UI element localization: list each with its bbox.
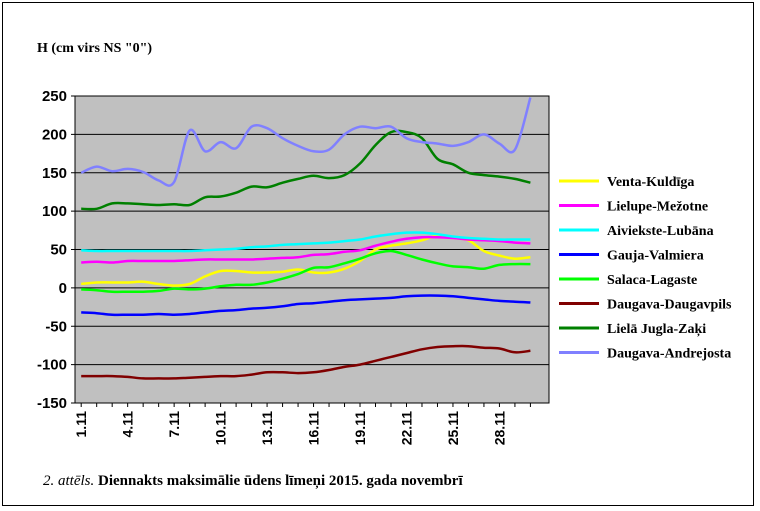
series-line bbox=[81, 294, 531, 317]
x-tick-label: 19.11 bbox=[352, 411, 368, 445]
series-line bbox=[81, 231, 531, 253]
x-tick-label: 22.11 bbox=[398, 411, 414, 445]
x-tick-label: 7.11 bbox=[166, 411, 182, 438]
x-tick-label: 10.11 bbox=[213, 411, 229, 445]
y-tick-label: 50 bbox=[50, 242, 67, 259]
y-tick-label: 150 bbox=[42, 165, 67, 182]
x-tick-label: 1.11 bbox=[73, 411, 89, 438]
series-line bbox=[80, 97, 532, 187]
figure-caption: 2. attēls. Diennakts maksimālie ūdens lī… bbox=[43, 473, 463, 490]
y-tick-label: -50 bbox=[45, 318, 67, 335]
y-axis-label: H (cm virs NS "0") bbox=[37, 41, 153, 56]
y-tick-label: -100 bbox=[37, 357, 67, 374]
legend-label: Lielupe-Mežotne bbox=[607, 200, 708, 215]
series-line bbox=[81, 344, 531, 380]
chart-svg: 250 200 150 100 50 0 -50 -100 -150 1.11 4.11 7.11 10… bbox=[37, 88, 732, 445]
legend-label: Aiviekste-Lubāna bbox=[607, 224, 714, 239]
legend-label: Venta-Kuldīga bbox=[607, 175, 694, 190]
y-tick-label: 0 bbox=[59, 280, 67, 297]
series-line bbox=[81, 235, 531, 264]
y-tick-label: 100 bbox=[42, 203, 67, 220]
figure-frame: H (cm virs NS "0") 250 200 150 100 50 0 -50 -10… bbox=[2, 2, 754, 506]
legend-label: Salaca-Lagaste bbox=[607, 273, 697, 288]
x-tick-label: 4.11 bbox=[120, 411, 136, 438]
y-tick-label: 200 bbox=[42, 126, 67, 143]
legend-label: Gauja-Valmiera bbox=[607, 249, 704, 264]
x-tick-label: 13.11 bbox=[259, 411, 275, 445]
legend-label: Daugava-Daugavpils bbox=[607, 298, 732, 313]
series-line bbox=[81, 249, 531, 294]
caption-number: 2. attēls. bbox=[43, 473, 95, 489]
x-tick-label: 28.11 bbox=[491, 411, 507, 445]
x-tick-label: 16.11 bbox=[306, 411, 322, 445]
series-line bbox=[81, 129, 531, 211]
y-tick-label: -150 bbox=[37, 395, 67, 412]
x-tick-label: 25.11 bbox=[445, 411, 461, 445]
caption-text: Diennakts maksimālie ūdens līmeņi 2015. … bbox=[98, 473, 463, 489]
y-tick-label: 250 bbox=[42, 88, 67, 105]
legend-label: Daugava-Andrejosta bbox=[607, 347, 731, 362]
legend-label: Lielā Jugla-Zaķi bbox=[607, 322, 706, 337]
